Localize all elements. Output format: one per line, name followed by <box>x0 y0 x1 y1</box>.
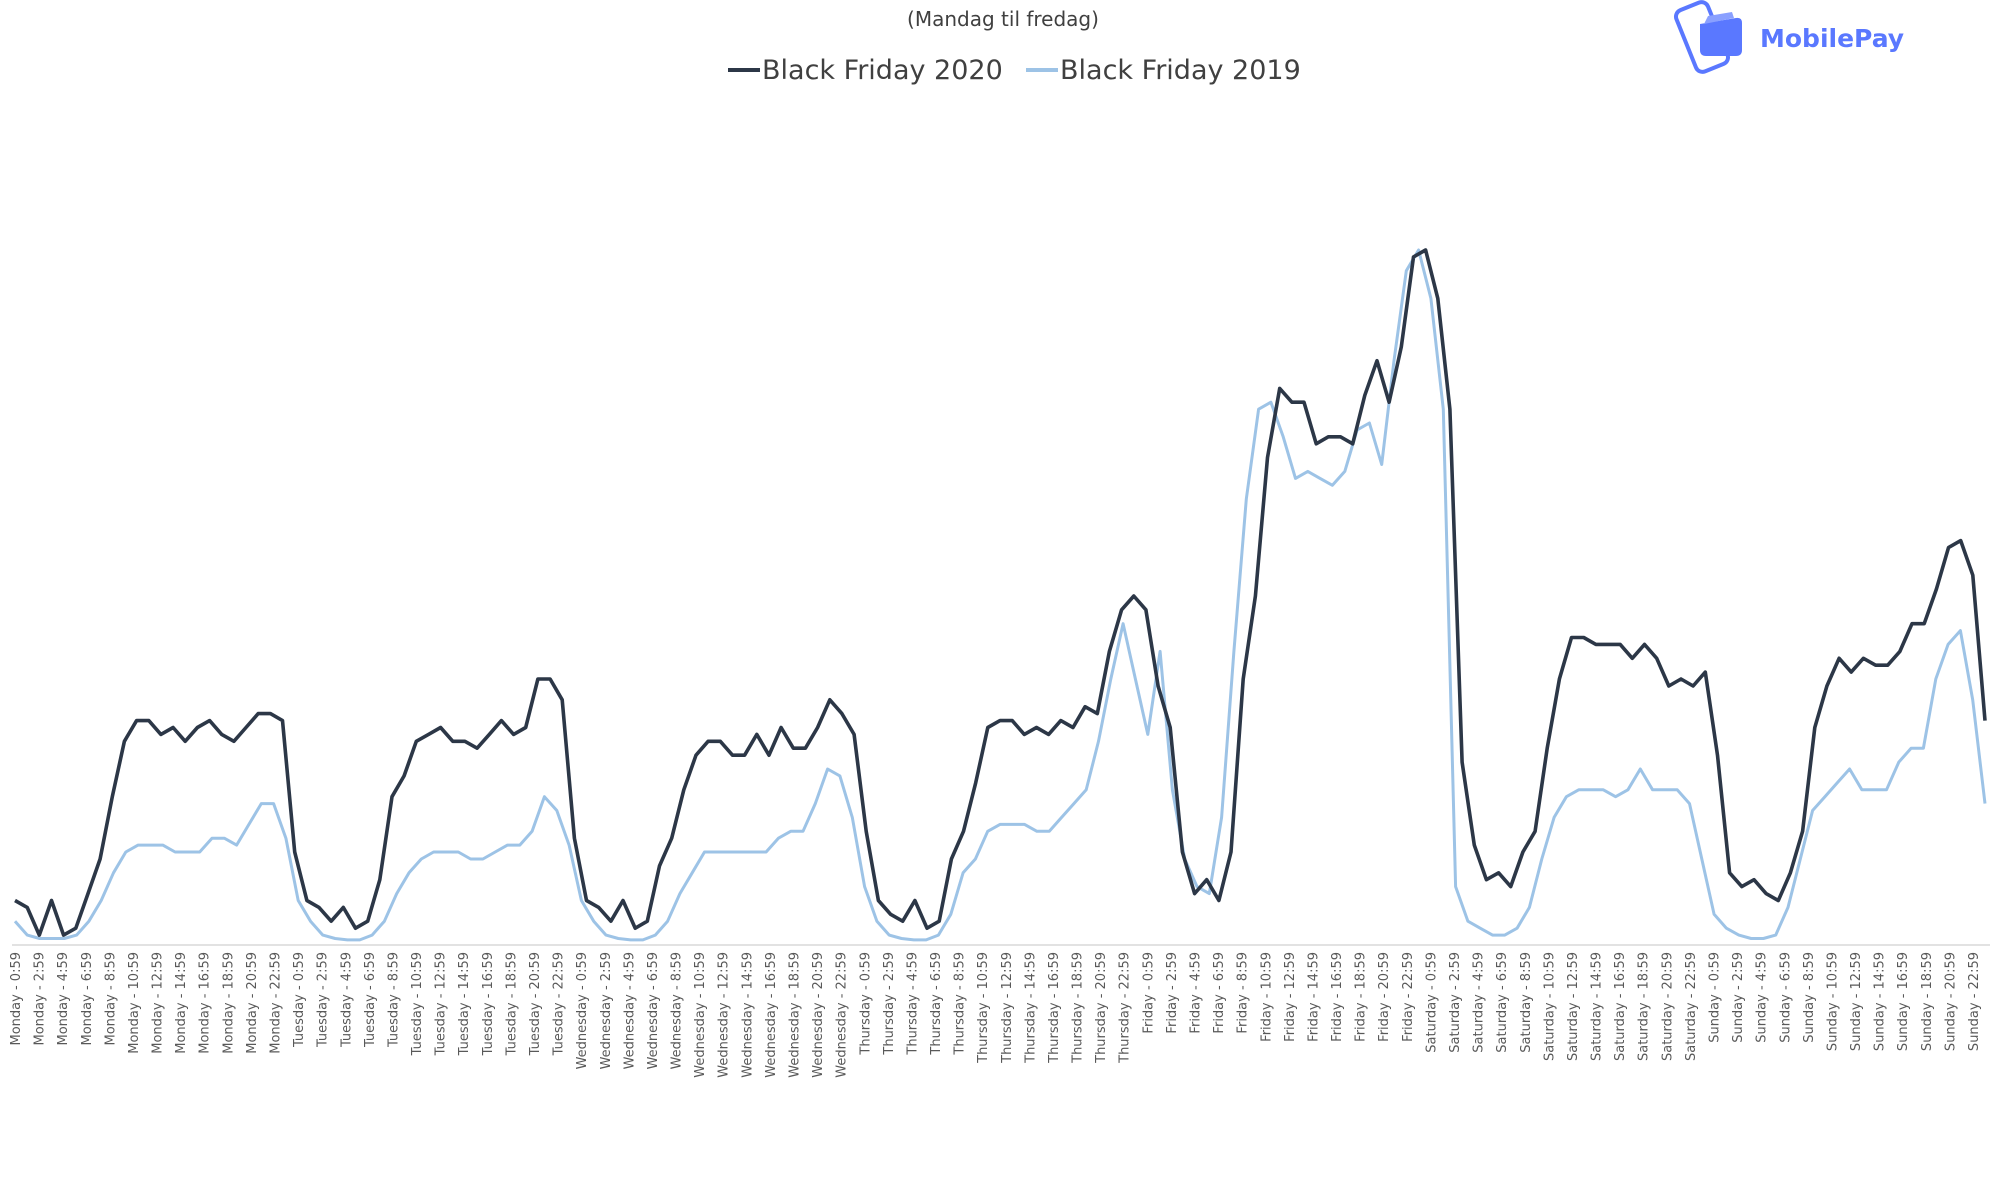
x-tick-label: Monday - 6:59 <box>80 952 95 1045</box>
x-tick-label: Saturday - 18:59 <box>1637 952 1652 1061</box>
x-tick-label: Sunday - 0:59 <box>1708 952 1723 1043</box>
x-tick-label: Friday - 2:59 <box>1165 952 1180 1034</box>
x-tick-label: Tuesday - 16:59 <box>481 952 496 1056</box>
x-tick-label: Sunday - 4:59 <box>1755 952 1770 1043</box>
x-tick-label: Sunday - 18:59 <box>1920 952 1935 1051</box>
x-tick-label: Sunday - 12:59 <box>1849 952 1864 1051</box>
series-line-black-friday-2019 <box>13 248 1987 942</box>
x-tick-label: Tuesday - 0:59 <box>292 952 307 1048</box>
x-tick-label: Sunday - 16:59 <box>1896 952 1911 1051</box>
x-tick-label: Tuesday - 6:59 <box>363 952 378 1048</box>
x-tick-label: Saturday - 16:59 <box>1613 952 1628 1061</box>
x-tick-label: Wednesday - 16:59 <box>764 952 779 1078</box>
x-tick-label: Friday - 16:59 <box>1330 952 1345 1042</box>
x-tick-label: Saturday - 4:59 <box>1472 952 1487 1053</box>
x-tick-label: Friday - 0:59 <box>1141 952 1156 1034</box>
x-tick-label: Tuesday - 18:59 <box>504 952 519 1056</box>
x-tick-label: Tuesday - 8:59 <box>386 952 401 1048</box>
x-axis-ticks: Monday - 0:59 Monday - 2:59 Monday - 4:59 M… <box>9 952 1982 1078</box>
x-tick-label: Saturday - 20:59 <box>1660 952 1675 1061</box>
x-tick-label: Wednesday - 14:59 <box>740 952 755 1078</box>
x-tick-label: Thursday - 16:59 <box>1047 952 1062 1064</box>
x-tick-label: Sunday - 22:59 <box>1967 952 1982 1051</box>
x-tick-label: Thursday - 0:59 <box>858 952 873 1056</box>
x-tick-label: Monday - 14:59 <box>174 952 189 1054</box>
x-tick-label: Monday - 22:59 <box>269 952 284 1054</box>
x-tick-label: Wednesday - 0:59 <box>575 952 590 1069</box>
x-tick-label: Sunday - 6:59 <box>1778 952 1793 1043</box>
x-tick-label: Monday - 2:59 <box>33 952 48 1045</box>
x-tick-label: Monday - 0:59 <box>9 952 24 1045</box>
legend-label-2019: Black Friday 2019 <box>1060 55 1301 86</box>
x-tick-label: Tuesday - 22:59 <box>552 952 567 1056</box>
x-tick-label: Friday - 12:59 <box>1283 952 1298 1042</box>
x-tick-label: Friday - 8:59 <box>1236 952 1251 1034</box>
x-tick-label: Thursday - 14:59 <box>1023 952 1038 1064</box>
x-tick-label: Wednesday - 4:59 <box>622 952 637 1069</box>
x-tick-label: Wednesday - 20:59 <box>811 952 826 1078</box>
x-tick-label: Friday - 22:59 <box>1401 952 1416 1042</box>
x-tick-label: Wednesday - 12:59 <box>717 952 732 1078</box>
x-tick-label: Monday - 12:59 <box>151 952 166 1054</box>
x-tick-label: Wednesday - 18:59 <box>788 952 803 1078</box>
series-line-black-friday-2020 <box>14 248 1987 937</box>
x-tick-label: Thursday - 12:59 <box>1000 952 1015 1064</box>
x-tick-label: Thursday - 4:59 <box>905 952 920 1056</box>
x-tick-label: Saturday - 22:59 <box>1684 952 1699 1061</box>
x-tick-label: Friday - 10:59 <box>1259 952 1274 1042</box>
x-tick-label: Monday - 8:59 <box>103 952 118 1045</box>
x-tick-label: Thursday - 20:59 <box>1094 952 1109 1064</box>
x-tick-label: Saturday - 0:59 <box>1424 952 1439 1053</box>
mobilepay-logo: MobilePay <box>1673 0 1904 74</box>
x-tick-label: Tuesday - 2:59 <box>316 952 331 1048</box>
x-tick-label: Monday - 10:59 <box>127 952 142 1054</box>
x-tick-label: Wednesday - 2:59 <box>599 952 614 1069</box>
chart-subtitle: (Mandag til fredag) <box>907 7 1099 31</box>
x-tick-label: Wednesday - 10:59 <box>693 952 708 1078</box>
legend-label-2020: Black Friday 2020 <box>762 55 1003 86</box>
x-tick-label: Sunday - 8:59 <box>1802 952 1817 1043</box>
x-tick-label: Saturday - 6:59 <box>1495 952 1510 1053</box>
x-tick-label: Monday - 16:59 <box>198 952 213 1054</box>
x-tick-label: Thursday - 10:59 <box>976 952 991 1064</box>
x-tick-label: Friday - 14:59 <box>1307 952 1322 1042</box>
mobilepay-wallet-icon <box>1700 17 1742 56</box>
x-tick-label: Saturday - 10:59 <box>1542 952 1557 1061</box>
x-tick-label: Thursday - 22:59 <box>1118 952 1133 1064</box>
x-tick-label: Thursday - 18:59 <box>1071 952 1086 1064</box>
x-tick-label: Friday - 20:59 <box>1377 952 1392 1042</box>
x-tick-label: Friday - 18:59 <box>1354 952 1369 1042</box>
x-tick-label: Saturday - 8:59 <box>1519 952 1534 1053</box>
x-tick-label: Friday - 4:59 <box>1189 952 1204 1034</box>
x-tick-label: Monday - 20:59 <box>245 952 260 1054</box>
x-tick-label: Wednesday - 8:59 <box>670 952 685 1069</box>
x-tick-label: Sunday - 20:59 <box>1943 952 1958 1051</box>
x-tick-label: Monday - 18:59 <box>221 952 236 1054</box>
x-tick-label: Tuesday - 14:59 <box>457 952 472 1056</box>
x-tick-label: Wednesday - 22:59 <box>835 952 850 1078</box>
x-tick-label: Monday - 4:59 <box>56 952 71 1045</box>
x-tick-label: Tuesday - 20:59 <box>528 952 543 1056</box>
mobilepay-logo-text: MobilePay <box>1760 24 1904 53</box>
x-tick-label: Saturday - 14:59 <box>1590 952 1605 1061</box>
x-tick-label: Tuesday - 12:59 <box>434 952 449 1056</box>
x-tick-label: Sunday - 10:59 <box>1826 952 1841 1051</box>
legend: Black Friday 2020 Black Friday 2019 <box>728 55 1301 86</box>
x-tick-label: Thursday - 8:59 <box>953 952 968 1056</box>
x-tick-label: Saturday - 2:59 <box>1448 952 1463 1053</box>
x-tick-label: Sunday - 2:59 <box>1731 952 1746 1043</box>
x-tick-label: Friday - 6:59 <box>1212 952 1227 1034</box>
x-tick-label: Thursday - 2:59 <box>882 952 897 1056</box>
x-tick-label: Wednesday - 6:59 <box>646 952 661 1069</box>
x-tick-label: Thursday - 6:59 <box>929 952 944 1056</box>
x-tick-label: Tuesday - 10:59 <box>410 952 425 1056</box>
x-tick-label: Tuesday - 4:59 <box>339 952 354 1048</box>
x-tick-label: Saturday - 12:59 <box>1566 952 1581 1061</box>
x-tick-label: Sunday - 14:59 <box>1873 952 1888 1051</box>
